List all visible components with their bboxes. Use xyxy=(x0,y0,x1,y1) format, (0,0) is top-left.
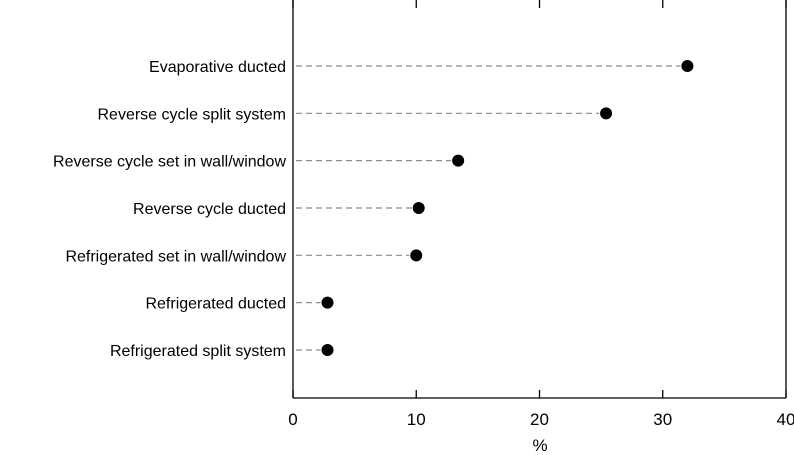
data-point xyxy=(412,201,425,214)
x-axis: 0 10 20 30 40 xyxy=(288,0,794,429)
category-label: Reverse cycle split system xyxy=(98,106,287,123)
category-label: Evaporative ducted xyxy=(149,59,286,76)
data-point xyxy=(681,60,694,72)
category-label: Reverse cycle ducted xyxy=(133,201,286,218)
x-tick-label: 40 xyxy=(777,410,794,429)
data-point xyxy=(321,296,334,309)
x-axis-title: % xyxy=(532,436,547,455)
x-tick-label: 20 xyxy=(530,410,549,429)
category-label: Refrigerated split system xyxy=(110,343,286,360)
data-point xyxy=(600,107,613,120)
data-point xyxy=(321,343,334,356)
plot-area xyxy=(292,0,787,399)
data-point xyxy=(452,154,465,167)
category-labels: Evaporative ducted Reverse cycle split sy… xyxy=(53,59,286,360)
x-tick-label: 0 xyxy=(288,410,297,429)
data-point xyxy=(410,249,423,262)
category-label: Refrigerated set in wall/window xyxy=(65,248,286,265)
x-tick-label: 10 xyxy=(407,410,426,429)
x-tick-label: 30 xyxy=(653,410,672,429)
category-label: Reverse cycle set in wall/window xyxy=(53,154,286,171)
category-label: Refrigerated ducted xyxy=(145,296,286,313)
